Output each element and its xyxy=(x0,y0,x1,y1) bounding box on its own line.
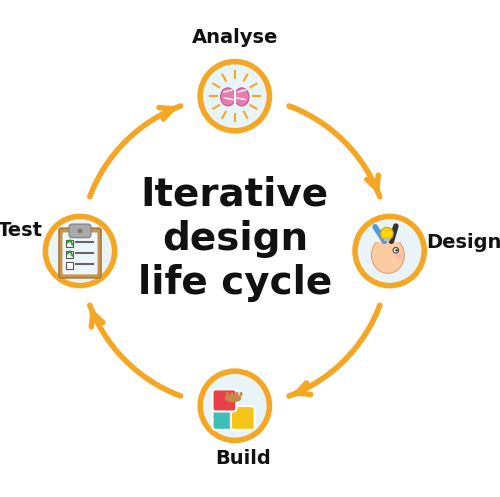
Text: Design: Design xyxy=(426,233,500,252)
Ellipse shape xyxy=(240,392,242,396)
Circle shape xyxy=(200,62,270,131)
Ellipse shape xyxy=(220,88,235,106)
FancyBboxPatch shape xyxy=(212,406,236,430)
Text: Build: Build xyxy=(215,449,271,468)
Bar xyxy=(66,251,73,258)
Ellipse shape xyxy=(226,392,229,396)
FancyBboxPatch shape xyxy=(62,233,98,274)
Circle shape xyxy=(200,371,270,440)
FancyBboxPatch shape xyxy=(231,406,254,430)
FancyBboxPatch shape xyxy=(69,224,91,238)
Circle shape xyxy=(380,228,393,240)
Ellipse shape xyxy=(230,392,234,396)
Text: Analyse: Analyse xyxy=(192,28,278,47)
Ellipse shape xyxy=(234,88,249,106)
Bar xyxy=(373,225,406,243)
Circle shape xyxy=(396,249,398,251)
Circle shape xyxy=(46,216,114,286)
Bar xyxy=(384,237,390,241)
Circle shape xyxy=(355,216,424,286)
FancyBboxPatch shape xyxy=(59,228,101,278)
Bar xyxy=(66,262,73,269)
Ellipse shape xyxy=(372,237,404,273)
Ellipse shape xyxy=(396,254,403,258)
Circle shape xyxy=(78,229,82,233)
Circle shape xyxy=(393,248,398,253)
FancyBboxPatch shape xyxy=(212,389,236,412)
Bar xyxy=(66,240,73,247)
Text: Test: Test xyxy=(0,221,44,240)
Ellipse shape xyxy=(236,392,238,396)
Text: Iterative
design
life cycle: Iterative design life cycle xyxy=(138,176,332,302)
Ellipse shape xyxy=(225,394,242,403)
